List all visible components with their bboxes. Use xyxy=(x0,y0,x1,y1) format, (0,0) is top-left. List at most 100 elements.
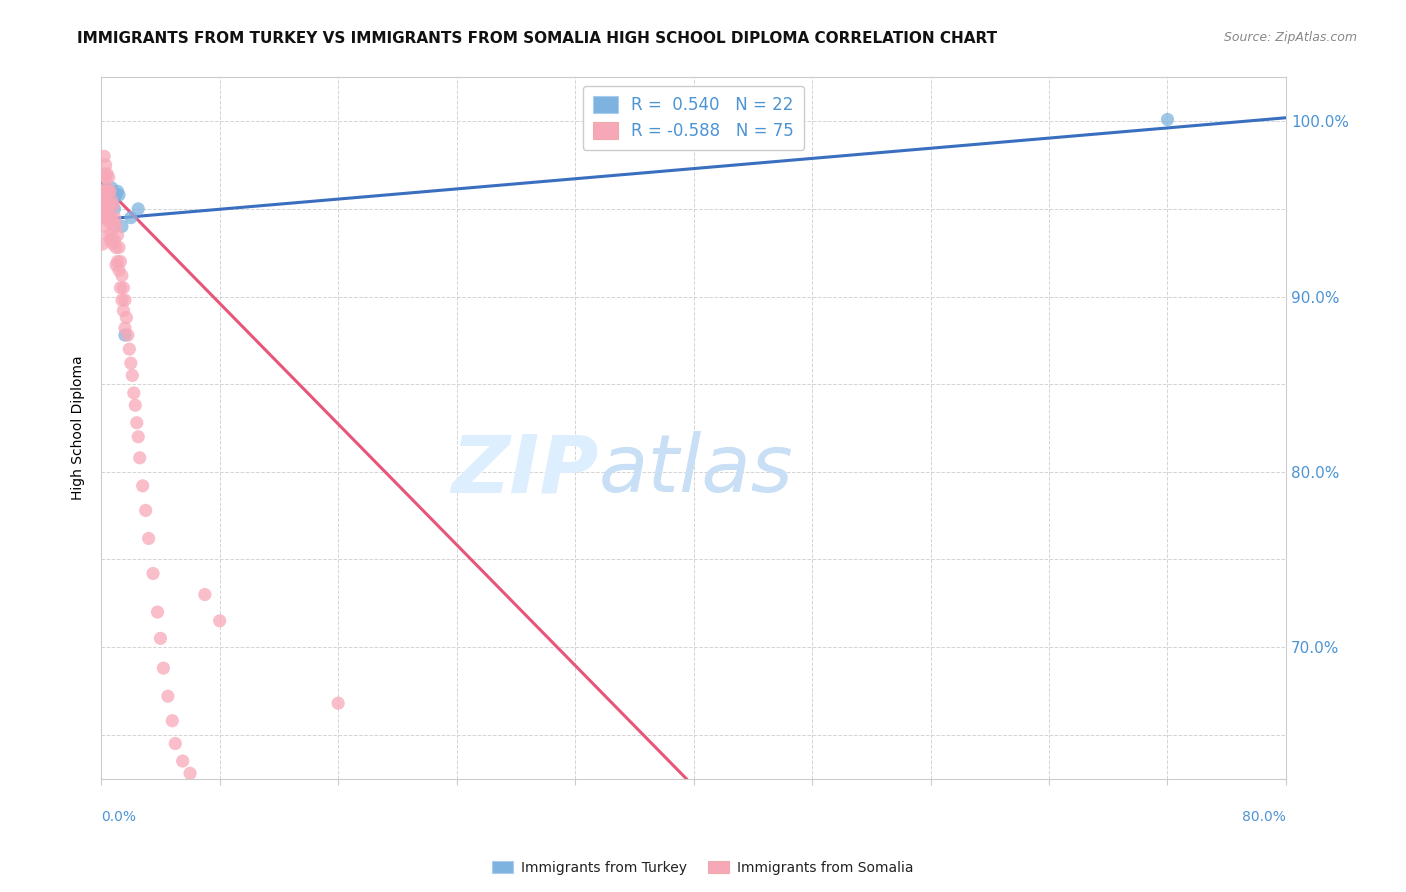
Point xyxy=(97,170,120,185)
Point xyxy=(142,566,165,581)
Point xyxy=(96,181,118,195)
Point xyxy=(93,187,115,202)
Point xyxy=(93,167,115,181)
Point xyxy=(94,193,117,207)
Point xyxy=(135,503,157,517)
Point xyxy=(105,240,128,254)
Text: 0.0%: 0.0% xyxy=(101,810,136,824)
Point xyxy=(101,193,124,207)
Point xyxy=(103,202,125,216)
Point xyxy=(94,198,117,212)
Y-axis label: High School Diploma: High School Diploma xyxy=(72,356,86,500)
Point xyxy=(112,281,135,295)
Point xyxy=(101,236,124,251)
Point xyxy=(93,149,115,163)
Point xyxy=(98,216,121,230)
Point xyxy=(108,263,131,277)
Text: ZIP: ZIP xyxy=(451,431,599,509)
Point xyxy=(128,450,150,465)
Point xyxy=(125,416,148,430)
Point xyxy=(97,185,120,199)
Point xyxy=(105,219,128,234)
Point xyxy=(120,211,142,225)
Point xyxy=(114,293,136,307)
Point xyxy=(108,187,131,202)
Point xyxy=(149,632,172,646)
Point xyxy=(94,211,117,225)
Point xyxy=(118,342,141,356)
Point xyxy=(107,228,129,243)
Point xyxy=(194,588,217,602)
Point xyxy=(111,219,134,234)
Point xyxy=(91,211,114,225)
Point xyxy=(97,228,120,243)
Point xyxy=(115,310,138,325)
Point xyxy=(121,368,143,383)
Point xyxy=(93,185,115,199)
Point xyxy=(156,689,179,703)
Point xyxy=(93,202,115,216)
Point xyxy=(91,193,114,207)
Point xyxy=(165,737,187,751)
Point xyxy=(117,328,139,343)
Point xyxy=(179,766,201,780)
Point xyxy=(120,356,142,370)
Point xyxy=(1156,112,1178,127)
Point xyxy=(114,328,136,343)
Point xyxy=(124,398,146,412)
Point xyxy=(110,281,132,295)
Text: Source: ZipAtlas.com: Source: ZipAtlas.com xyxy=(1223,31,1357,45)
Point xyxy=(111,293,134,307)
Point xyxy=(152,661,174,675)
Point xyxy=(98,234,121,248)
Point xyxy=(108,240,131,254)
Point xyxy=(172,754,194,768)
Point xyxy=(105,258,128,272)
Point xyxy=(328,696,350,710)
Point xyxy=(131,479,153,493)
Point xyxy=(110,254,132,268)
Point xyxy=(96,211,118,225)
Point xyxy=(111,268,134,283)
Point xyxy=(103,234,125,248)
Text: 80.0%: 80.0% xyxy=(1241,810,1286,824)
Point xyxy=(100,191,122,205)
Point xyxy=(103,211,125,225)
Point xyxy=(93,219,115,234)
Point xyxy=(96,167,118,181)
Point xyxy=(97,185,120,199)
Point xyxy=(91,236,114,251)
Point xyxy=(98,202,121,216)
Point xyxy=(146,605,169,619)
Point xyxy=(162,714,184,728)
Point xyxy=(97,198,120,212)
Point xyxy=(127,202,149,216)
Point xyxy=(91,185,114,199)
Point xyxy=(96,187,118,202)
Point xyxy=(94,185,117,199)
Point xyxy=(100,211,122,225)
Point xyxy=(100,228,122,243)
Point xyxy=(100,193,122,207)
Point xyxy=(101,198,124,212)
Point xyxy=(94,170,117,185)
Point xyxy=(112,303,135,318)
Point xyxy=(94,181,117,195)
Point xyxy=(138,532,160,546)
Point xyxy=(91,185,114,199)
Point xyxy=(98,187,121,202)
Legend: Immigrants from Turkey, Immigrants from Somalia: Immigrants from Turkey, Immigrants from … xyxy=(486,855,920,880)
Legend: R =  0.540   N = 22, R = -0.588   N = 75: R = 0.540 N = 22, R = -0.588 N = 75 xyxy=(583,86,804,151)
Point xyxy=(127,430,149,444)
Point xyxy=(105,187,128,202)
Point xyxy=(107,254,129,268)
Text: atlas: atlas xyxy=(599,431,793,509)
Point xyxy=(97,193,120,207)
Point xyxy=(208,614,231,628)
Point xyxy=(96,198,118,212)
Point xyxy=(96,193,118,207)
Point xyxy=(101,216,124,230)
Point xyxy=(114,321,136,335)
Point xyxy=(98,185,121,199)
Point xyxy=(98,198,121,212)
